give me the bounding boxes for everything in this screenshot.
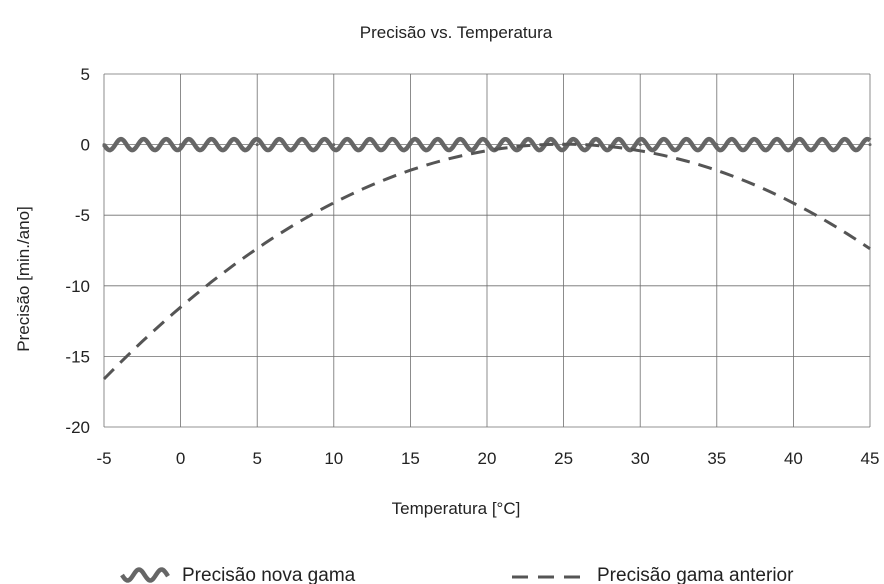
- x-tick-label: 40: [784, 449, 803, 468]
- x-tick-label: 10: [324, 449, 343, 468]
- chart-title: Precisão vs. Temperatura: [360, 23, 553, 42]
- data-point-nova-gama: [715, 143, 719, 147]
- x-tick-label: 5: [252, 449, 261, 468]
- legend: Precisão nova gama Precisão gama anterior: [120, 565, 794, 584]
- data-point-nova-gama: [179, 143, 183, 147]
- legend-swatch-nova-gama: [120, 567, 170, 583]
- legend-label-nova-gama: Precisão nova gama: [182, 565, 356, 584]
- x-tick-labels: -5 0 5 10 15 20 25 30 35 40 45: [96, 449, 879, 468]
- data-point-nova-gama: [408, 143, 412, 147]
- series-layer: [102, 136, 872, 381]
- data-point-nova-gama: [255, 143, 259, 147]
- legend-label-gama-anterior: Precisão gama anterior: [597, 565, 794, 584]
- y-tick-label: -15: [65, 347, 90, 366]
- y-tick-label: -5: [75, 206, 90, 225]
- x-tick-label: 30: [631, 449, 650, 468]
- y-tick-label: -20: [65, 418, 90, 437]
- y-tick-label: -10: [65, 277, 90, 296]
- x-tick-label: 35: [707, 449, 726, 468]
- x-axis-label: Temperatura [°C]: [392, 499, 521, 518]
- data-point-nova-gama: [638, 143, 642, 147]
- y-axis-label: Precisão [min./ano]: [14, 206, 33, 352]
- data-point-nova-gama: [868, 143, 872, 147]
- x-tick-label: 25: [554, 449, 573, 468]
- data-point-nova-gama: [485, 143, 489, 147]
- data-point-nova-gama: [332, 143, 336, 147]
- y-tick-label: 5: [81, 65, 90, 84]
- series-line-precisao-nova-gama: [102, 136, 872, 153]
- x-tick-label: 0: [176, 449, 185, 468]
- x-tick-label: 45: [861, 449, 880, 468]
- x-tick-label: -5: [96, 449, 111, 468]
- data-point-nova-gama: [102, 143, 106, 147]
- y-tick-label: 0: [81, 136, 90, 155]
- x-tick-label: 20: [478, 449, 497, 468]
- data-point-nova-gama: [791, 143, 795, 147]
- x-tick-label: 15: [401, 449, 420, 468]
- grid: [103, 73, 871, 428]
- series-line-precisao-gama-anterior: [102, 142, 871, 381]
- y-tick-labels: 5 0 -5 -10 -15 -20: [65, 65, 90, 437]
